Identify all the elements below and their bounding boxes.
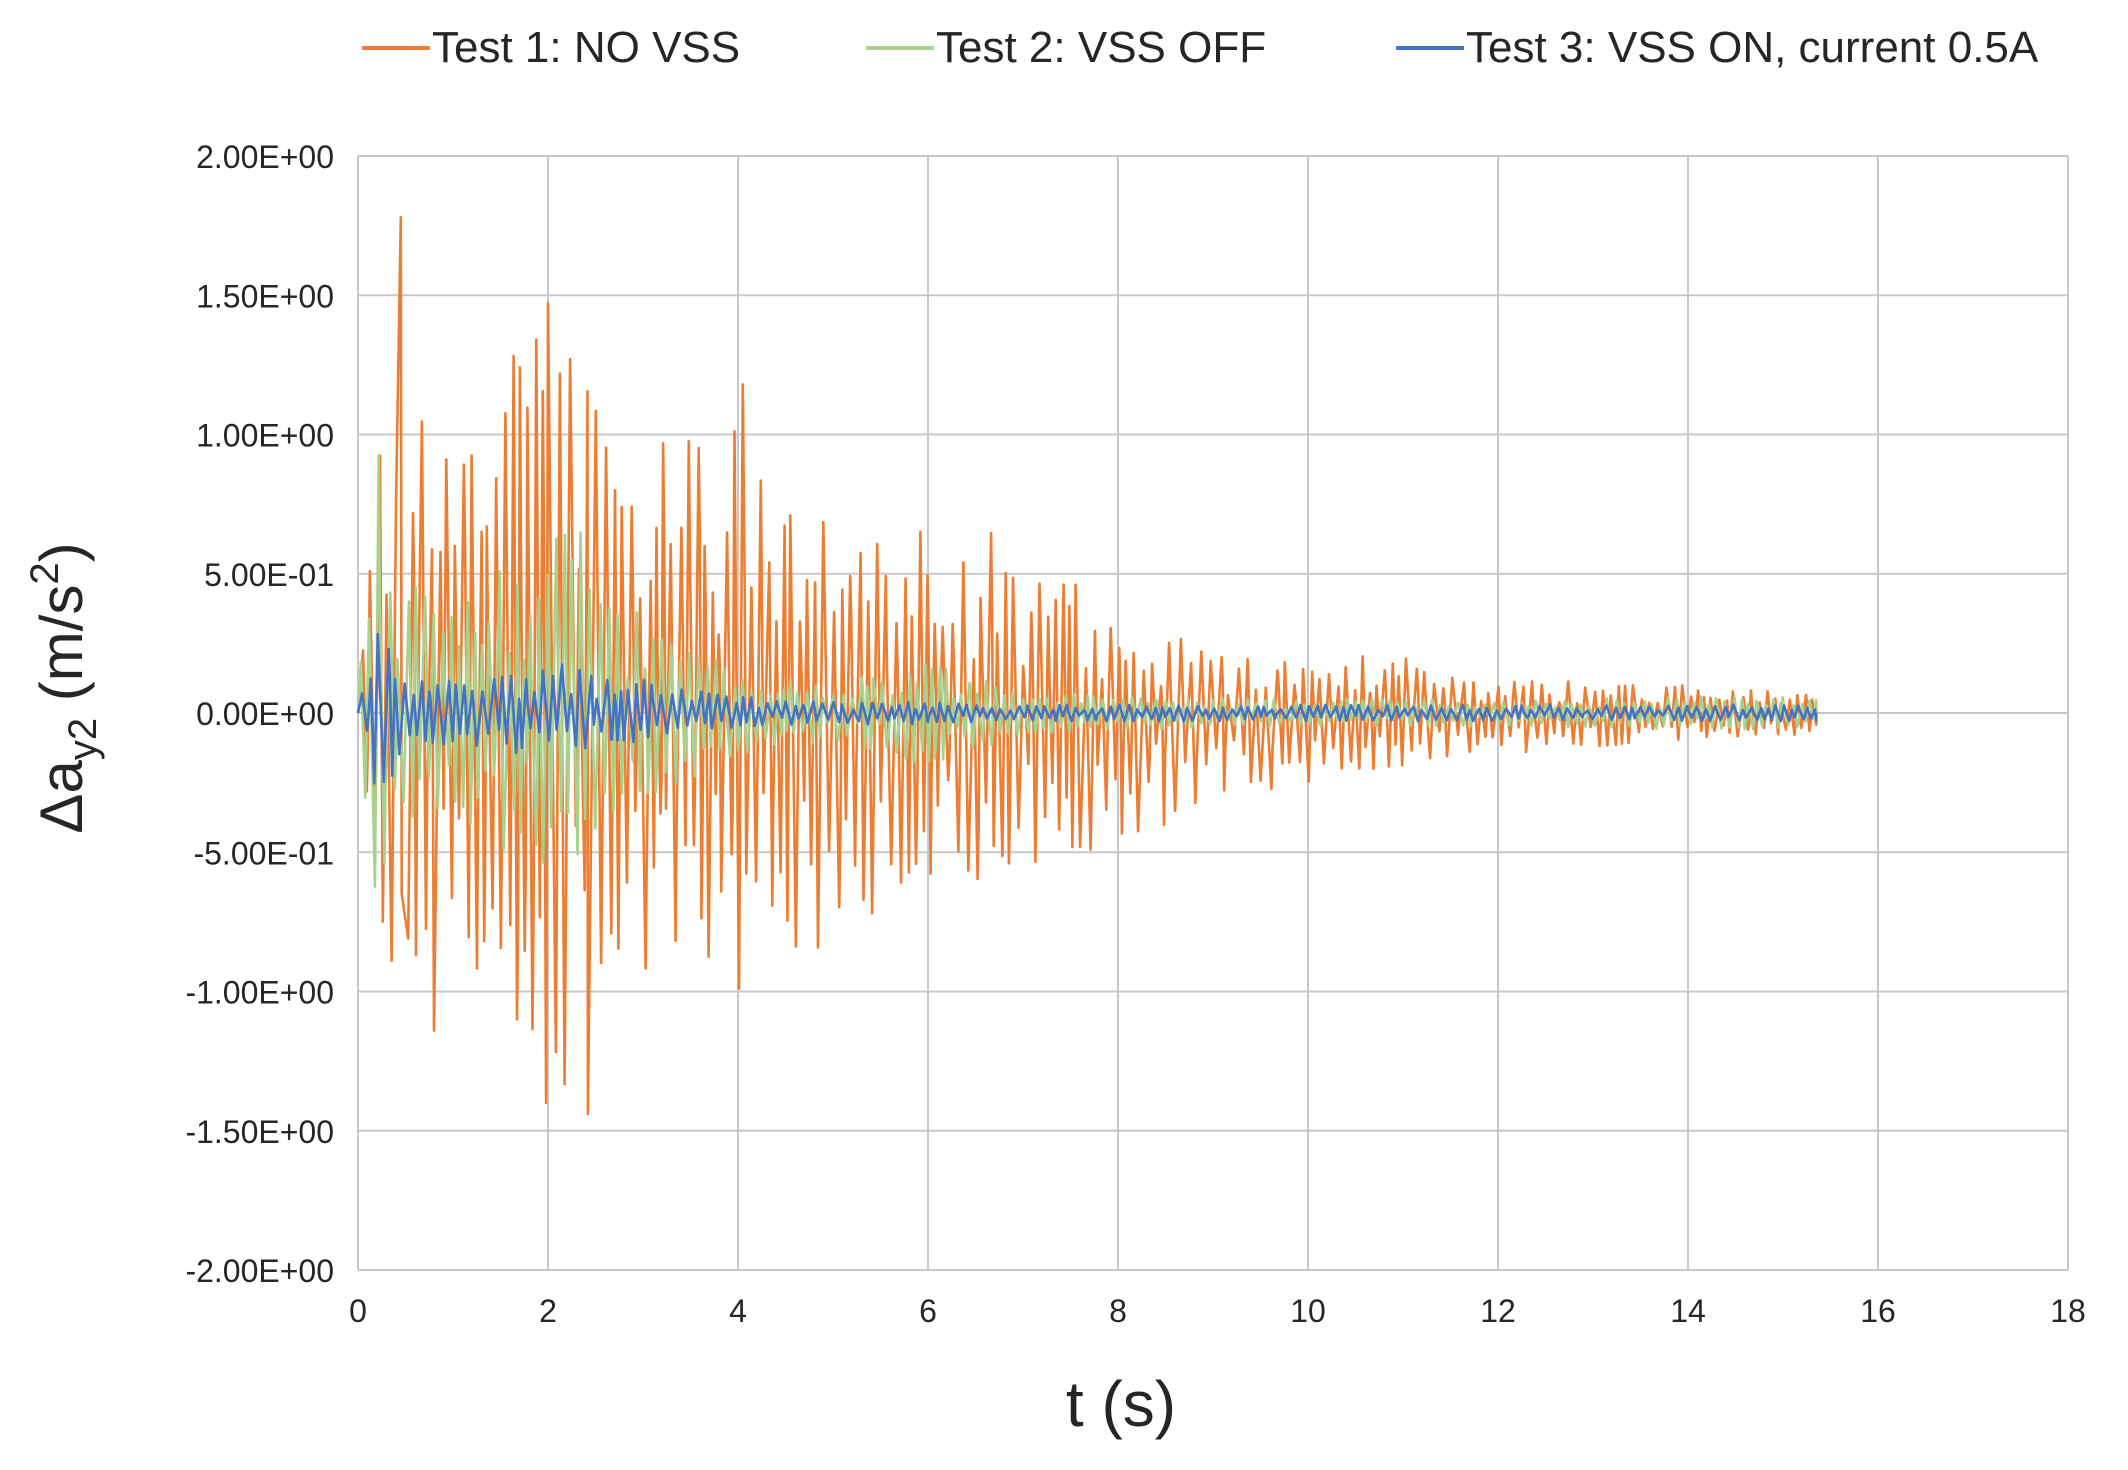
x-tick-label: 12 [1480,1293,1516,1329]
y-axis-title-unit: (m/s [28,585,95,718]
x-axis-title: t (s) [1066,1368,1176,1440]
y-tick-label: 5.00E-01 [204,557,334,593]
x-tick-label: 6 [919,1293,937,1329]
x-tick-label: 0 [349,1293,367,1329]
y-axis-title-superscript: 2 [23,562,67,584]
y-axis-title: Δay2 (m/s2) [23,542,105,833]
y-tick-label: -1.00E+00 [185,975,334,1011]
legend-label-test1: Test 1: NO VSS [432,23,740,72]
y-tick-label: 1.00E+00 [196,418,334,454]
y-tick-label: -1.50E+00 [185,1114,334,1150]
y-axis-title-symbol: Δa [28,760,95,834]
y-tick-label: 0.00E+00 [196,696,334,732]
x-tick-label: 8 [1109,1293,1127,1329]
y-axis-title-close: ) [28,542,95,562]
legend-label-test2: Test 2: VSS OFF [936,23,1266,72]
plot-area [356,216,1818,1116]
x-tick-label: 16 [1860,1293,1896,1329]
y-tick-label: -5.00E-01 [193,835,334,871]
x-tick-label: 18 [2050,1293,2086,1329]
x-axis-tick-labels: 0 2 4 6 8 10 12 14 16 18 [349,1293,2086,1329]
series-test2-vss-off [356,454,1818,888]
x-tick-label: 14 [1670,1293,1706,1329]
x-tick-label: 2 [539,1293,557,1329]
y-axis-title-subscript: y2 [61,718,105,760]
y-tick-label: 2.00E+00 [196,139,334,175]
legend: Test 1: NO VSS Test 2: VSS OFF Test 3: V… [362,23,2039,72]
series-test3-vss-on [356,632,1818,785]
x-tick-label: 10 [1290,1293,1326,1329]
series-test1-no-vss [356,216,1818,1116]
y-axis-tick-labels: 2.00E+00 1.50E+00 1.00E+00 5.00E-01 0.00E+00… [185,139,334,1289]
legend-label-test3: Test 3: VSS ON, current 0.5A [1466,23,2039,72]
y-tick-label: -2.00E+00 [185,1253,334,1289]
y-tick-label: 1.50E+00 [196,278,334,314]
x-tick-label: 4 [729,1293,747,1329]
